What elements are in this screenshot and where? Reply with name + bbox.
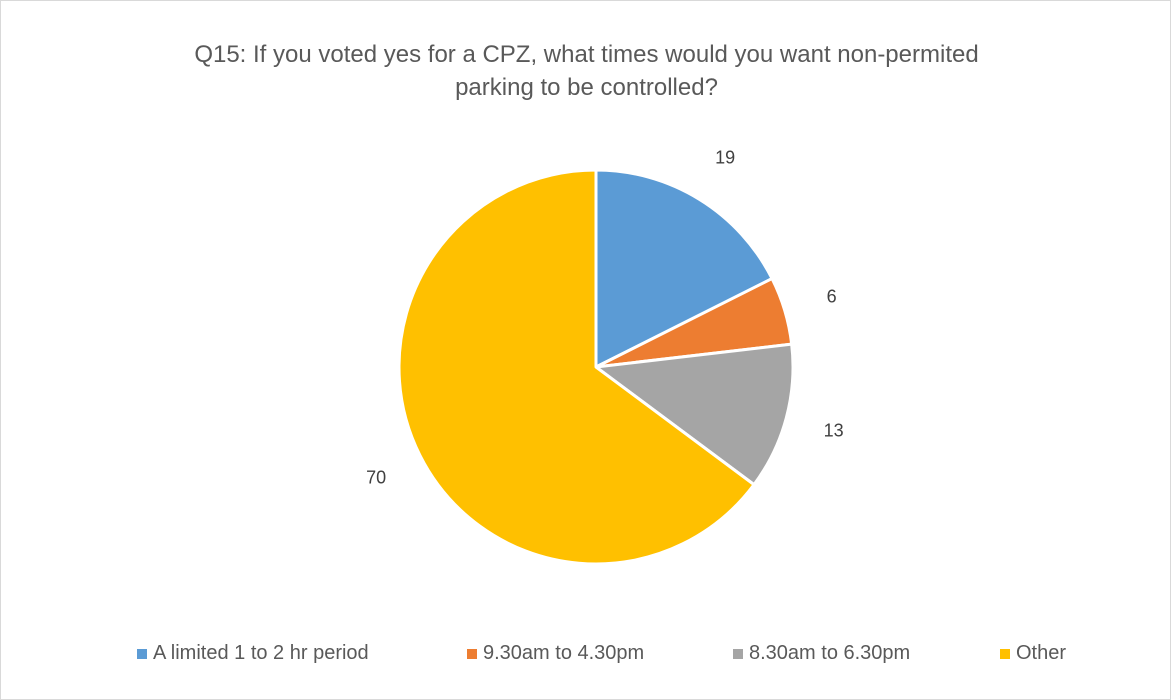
data-label-8-30am-to-6-30pm: 13 xyxy=(824,421,844,441)
chart-legend: A limited 1 to 2 hr period 9.30am to 4.30… xyxy=(0,642,1173,670)
pie-slice-other xyxy=(397,168,756,566)
legend-label: A limited 1 to 2 hr period xyxy=(153,642,369,664)
data-label-a-limited-1-to-2-hr-period: 19 xyxy=(715,148,735,168)
legend-label: 9.30am to 4.30pm xyxy=(483,642,645,664)
legend-item-a-limited-1-to-2-hr-period: A limited 1 to 2 hr period xyxy=(137,642,369,665)
legend-swatch xyxy=(733,648,743,659)
data-label-9-30am-to-4-30pm: 6 xyxy=(827,286,837,306)
legend-swatch xyxy=(137,648,147,659)
legend-label: 8.30am to 6.30pm xyxy=(749,642,911,664)
chart-title: Q15: If you voted yes for a CPZ, what ti… xyxy=(0,38,1173,104)
legend-item-9-30am-to-4-30pm: 9.30am to 4.30pm xyxy=(467,642,644,665)
pie-slice-8-30am-to-6-30pm xyxy=(594,342,795,487)
data-label-other: 70 xyxy=(366,467,386,487)
legend-label: Other xyxy=(1016,642,1067,664)
pie-chart: 19 6 13 70 xyxy=(366,148,844,566)
chart-title-line-1: Q15: If you voted yes for a CPZ, what ti… xyxy=(194,41,979,68)
legend-swatch xyxy=(1000,648,1010,659)
pie-slice-a-limited-1-to-2-hr-period xyxy=(594,168,774,369)
legend-swatch xyxy=(467,648,477,659)
chart-title-line-2: parking to be controlled? xyxy=(455,74,718,101)
legend-item-other: Other xyxy=(1000,642,1066,665)
legend-item-8-30am-to-6-30pm: 8.30am to 6.30pm xyxy=(733,642,910,665)
